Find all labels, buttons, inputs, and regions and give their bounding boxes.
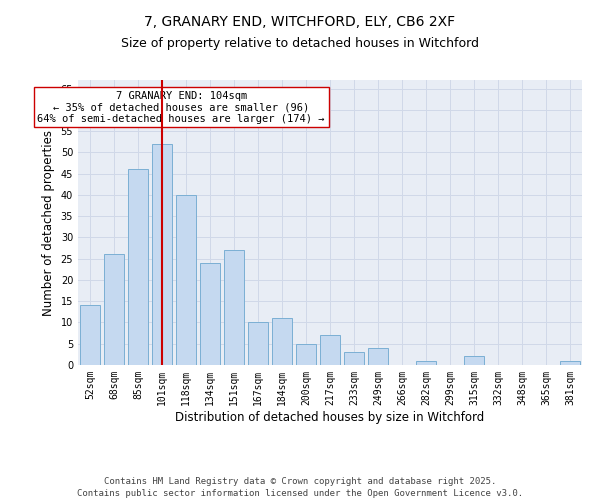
Text: Size of property relative to detached houses in Witchford: Size of property relative to detached ho… [121,38,479,51]
Bar [104,254,124,365]
Text: 7, GRANARY END, WITCHFORD, ELY, CB6 2XF: 7, GRANARY END, WITCHFORD, ELY, CB6 2XF [145,15,455,29]
Y-axis label: Number of detached properties: Number of detached properties [42,130,55,316]
Bar [272,318,292,365]
Bar [248,322,268,365]
Bar [152,144,172,365]
X-axis label: Distribution of detached houses by size in Witchford: Distribution of detached houses by size … [175,410,485,424]
Bar [560,360,580,365]
Text: Contains HM Land Registry data © Crown copyright and database right 2025.
Contai: Contains HM Land Registry data © Crown c… [77,476,523,498]
Text: 7 GRANARY END: 104sqm
← 35% of detached houses are smaller (96)
64% of semi-deta: 7 GRANARY END: 104sqm ← 35% of detached … [37,90,325,124]
Bar [296,344,316,365]
Bar [128,170,148,365]
Bar [200,263,220,365]
Bar [176,195,196,365]
Bar [368,348,388,365]
Bar [80,306,100,365]
Bar [464,356,484,365]
Bar [224,250,244,365]
Bar [416,360,436,365]
Bar [344,352,364,365]
Bar [320,335,340,365]
